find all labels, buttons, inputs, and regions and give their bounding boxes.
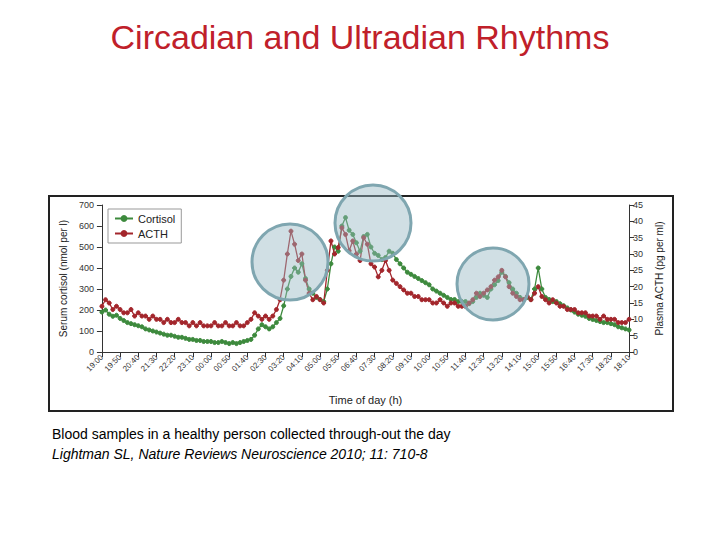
svg-text:600: 600 xyxy=(79,221,94,231)
svg-text:21:30: 21:30 xyxy=(139,352,160,373)
svg-text:40: 40 xyxy=(633,216,643,226)
svg-text:400: 400 xyxy=(79,263,94,273)
svg-text:0: 0 xyxy=(633,347,638,357)
html-text:Blood samples in a healthy per: Blood samples in a healthy person collec… xyxy=(52,426,451,442)
svg-text:500: 500 xyxy=(79,242,94,252)
svg-text:02:30: 02:30 xyxy=(248,352,269,373)
svg-text:04:10: 04:10 xyxy=(285,352,306,373)
svg-text:15:00: 15:00 xyxy=(521,352,542,373)
svg-text:18:10: 18:10 xyxy=(612,352,633,373)
svg-text:15:50: 15:50 xyxy=(539,352,560,373)
svg-text:07:30: 07:30 xyxy=(357,352,378,373)
svg-text:100: 100 xyxy=(79,326,94,336)
svg-text:Plasma ACTH (pg per ml): Plasma ACTH (pg per ml) xyxy=(654,222,665,336)
svg-text:0: 0 xyxy=(89,347,94,357)
svg-text:06:40: 06:40 xyxy=(339,352,360,373)
svg-text:10:50: 10:50 xyxy=(430,352,451,373)
html-text:Lightman SL, Nature Reviews Ne: Lightman SL, Nature Reviews Neuroscience… xyxy=(52,446,428,462)
svg-text:03:20: 03:20 xyxy=(266,352,287,373)
svg-text:11:40: 11:40 xyxy=(449,352,469,372)
svg-text:14:10: 14:10 xyxy=(503,352,524,373)
svg-text:10:00: 10:00 xyxy=(412,352,433,373)
svg-text:08:20: 08:20 xyxy=(375,352,396,373)
svg-text:25: 25 xyxy=(633,265,643,275)
svg-text:200: 200 xyxy=(79,305,94,315)
svg-text:18:20: 18:20 xyxy=(594,352,615,373)
svg-text:12:30: 12:30 xyxy=(466,352,487,373)
svg-text:ACTH: ACTH xyxy=(138,228,168,240)
svg-text:16:40: 16:40 xyxy=(557,352,578,373)
html-text:Circadian and Ultradian Rhythm: Circadian and Ultradian Rhythms xyxy=(110,18,610,56)
svg-text:Time of day (h): Time of day (h) xyxy=(329,394,403,406)
svg-text:45: 45 xyxy=(633,200,643,210)
svg-text:20: 20 xyxy=(633,282,643,292)
svg-text:300: 300 xyxy=(79,284,94,294)
svg-text:30: 30 xyxy=(633,249,643,259)
svg-text:09:10: 09:10 xyxy=(394,352,415,373)
svg-text:01:40: 01:40 xyxy=(230,352,251,373)
svg-text:Serum cortisol (nmol per l): Serum cortisol (nmol per l) xyxy=(58,220,69,337)
svg-text:5: 5 xyxy=(633,331,638,341)
svg-text:10: 10 xyxy=(633,314,643,324)
svg-text:00:50: 00:50 xyxy=(212,352,233,373)
svg-text:05:00: 05:00 xyxy=(303,352,324,373)
svg-text:20:40: 20:40 xyxy=(121,352,142,373)
svg-text:700: 700 xyxy=(79,200,94,210)
svg-text:Cortisol: Cortisol xyxy=(138,213,175,225)
svg-text:13:20: 13:20 xyxy=(485,352,506,373)
svg-text:19:50: 19:50 xyxy=(103,352,124,373)
svg-text:00:00: 00:00 xyxy=(194,352,215,373)
svg-text:17:30: 17:30 xyxy=(575,352,596,373)
svg-text:23:10: 23:10 xyxy=(175,352,196,373)
svg-text:22:20: 22:20 xyxy=(157,352,178,373)
svg-text:05:50: 05:50 xyxy=(321,352,342,373)
svg-text:15: 15 xyxy=(633,298,643,308)
svg-text:35: 35 xyxy=(633,233,643,243)
svg-text:19:00: 19:00 xyxy=(85,352,106,373)
